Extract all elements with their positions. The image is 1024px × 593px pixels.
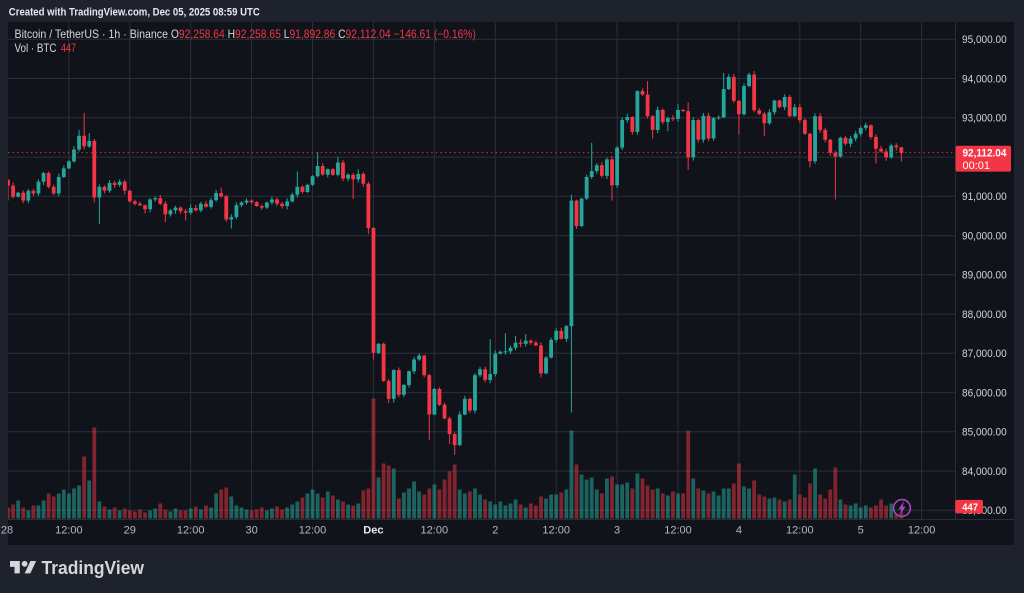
svg-text:90,000.00: 90,000.00	[962, 230, 1007, 242]
svg-text:29: 29	[124, 525, 136, 537]
svg-text:12:00: 12:00	[299, 525, 327, 537]
svg-text:4: 4	[736, 525, 742, 537]
svg-text:92,112.04: 92,112.04	[963, 148, 1008, 160]
svg-text:12:00: 12:00	[55, 525, 83, 537]
svg-text:12:00: 12:00	[664, 525, 692, 537]
svg-text:Bitcoin / TetherUS · 1h · Bina: Bitcoin / TetherUS · 1h · Binance	[15, 27, 169, 41]
svg-text:87,000.00: 87,000.00	[962, 348, 1007, 360]
svg-text:Created with TradingView.com,: Created with TradingView.com, Dec 05, 20…	[9, 7, 260, 19]
svg-text:93,000.00: 93,000.00	[962, 113, 1007, 125]
svg-text:447: 447	[962, 501, 978, 513]
svg-text:12:00: 12:00	[177, 525, 205, 537]
svg-text:TradingView: TradingView	[42, 557, 145, 578]
svg-text:5: 5	[858, 525, 864, 537]
svg-text:O92,258.64 H92,258.65 L91,892.: O92,258.64 H92,258.65 L91,892.86 C92,112…	[171, 27, 476, 41]
svg-text:86,000.00: 86,000.00	[962, 387, 1007, 399]
svg-text:89,000.00: 89,000.00	[962, 270, 1007, 282]
svg-text:28: 28	[1, 525, 13, 537]
svg-text:95,000.00: 95,000.00	[962, 34, 1007, 46]
svg-text:12:00: 12:00	[786, 525, 814, 537]
svg-text:91,000.00: 91,000.00	[962, 191, 1007, 203]
svg-text:Dec: Dec	[363, 525, 383, 537]
svg-text:30: 30	[245, 525, 257, 537]
svg-text:88,000.00: 88,000.00	[962, 309, 1007, 321]
svg-text:3: 3	[614, 525, 620, 537]
svg-text:Vol · BTC: Vol · BTC	[15, 41, 57, 55]
svg-text:2: 2	[492, 525, 498, 537]
svg-text:94,000.00: 94,000.00	[962, 73, 1007, 85]
svg-text:447: 447	[61, 41, 76, 55]
svg-text:12:00: 12:00	[421, 525, 449, 537]
svg-text:84,000.00: 84,000.00	[962, 466, 1007, 478]
svg-text:85,000.00: 85,000.00	[962, 427, 1007, 439]
svg-text:00:01: 00:01	[963, 160, 991, 172]
svg-text:12:00: 12:00	[908, 525, 936, 537]
svg-text:12:00: 12:00	[542, 525, 570, 537]
